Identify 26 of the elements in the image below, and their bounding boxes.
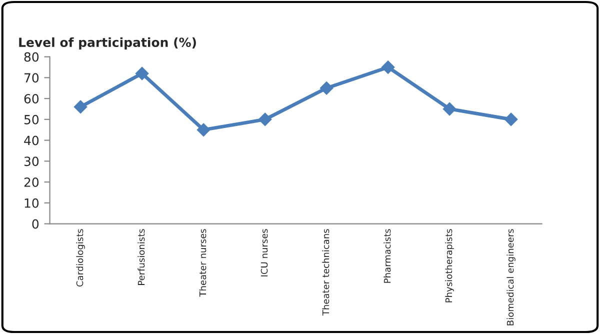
x-tick-label: Theater technicans: [322, 229, 330, 316]
point: [442, 102, 456, 116]
y-tick-label: 70: [24, 73, 39, 83]
y-tick-label: 10: [24, 198, 39, 208]
x-tick-label: Pharmacists: [384, 229, 391, 283]
y-tick-label: 30: [24, 156, 39, 166]
y-tick-label: 80: [24, 52, 39, 62]
y-tick-label: 40: [24, 136, 39, 146]
y-tick-label: 60: [24, 94, 39, 104]
y-tick-label: 50: [24, 114, 39, 124]
point: [74, 100, 88, 114]
point: [504, 112, 518, 126]
x-tick-label: Biomedical engineers: [506, 229, 516, 326]
y-tick-label: 20: [24, 178, 39, 187]
point: [381, 60, 395, 74]
chart-title: Level of participation (%): [19, 37, 196, 50]
x-tick-label: Theater nurses: [199, 229, 206, 297]
y-tick-label: 0: [32, 219, 39, 229]
point: [320, 82, 334, 95]
x-tick-label: Perfusionists: [138, 229, 145, 285]
x-tick-label: ICU nurses: [260, 229, 268, 276]
x-tick-label: Cardiologists: [76, 229, 85, 287]
point: [196, 123, 210, 136]
point: [135, 66, 149, 80]
point: [258, 112, 272, 126]
x-tick-label: Physiotherapists: [445, 229, 454, 302]
